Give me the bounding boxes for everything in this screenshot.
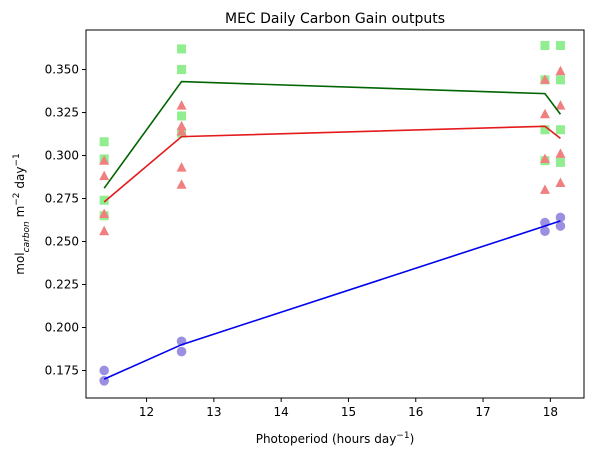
data-point-triangle — [555, 177, 566, 188]
series-line-1 — [103, 125, 561, 203]
data-point-square — [177, 44, 187, 54]
data-point-square — [540, 40, 550, 50]
series-layer — [99, 40, 566, 386]
y-tick-label: 0.225 — [45, 278, 79, 292]
data-point-circle — [99, 365, 109, 376]
data-point-triangle — [176, 179, 187, 189]
chart-title: MEC Daily Carbon Gain outputs — [225, 11, 445, 27]
data-point-triangle — [99, 225, 110, 236]
data-point-circle — [555, 221, 566, 231]
x-tick-label: 14 — [274, 405, 289, 419]
y-tick-label: 0.175 — [45, 363, 79, 377]
data-point-triangle — [99, 155, 110, 165]
x-axis: 12 13 14 15 16 17 18 — [139, 398, 558, 419]
data-point-circle — [176, 346, 187, 357]
series-line-0 — [103, 80, 562, 189]
y-tick-label: 0.275 — [45, 192, 79, 206]
data-point-triangle — [176, 100, 187, 110]
series-line-2 — [103, 220, 561, 380]
y-tick-label: 0.325 — [45, 106, 79, 120]
data-point-square — [540, 125, 550, 135]
data-point-circle — [555, 212, 566, 223]
x-tick-label: 18 — [543, 405, 558, 419]
x-tick-label: 12 — [139, 405, 154, 419]
data-point-triangle — [539, 108, 550, 119]
y-tick-label: 0.350 — [45, 63, 79, 77]
data-point-triangle — [539, 184, 550, 194]
x-tick-label: 13 — [206, 405, 221, 419]
data-point-triangle — [539, 153, 550, 163]
data-point-square — [555, 125, 565, 135]
plot-frame — [85, 29, 585, 399]
x-tick-label: 15 — [341, 405, 356, 419]
data-point-square — [555, 75, 565, 85]
data-point-square — [177, 65, 187, 75]
data-point-triangle — [555, 65, 566, 76]
data-point-square — [99, 137, 109, 147]
y-tick-label: 0.250 — [45, 235, 79, 249]
x-tick-label: 16 — [408, 405, 423, 419]
data-point-square — [555, 40, 565, 50]
data-point-triangle — [539, 74, 550, 84]
data-point-triangle — [176, 120, 187, 131]
y-axis: 0.175 0.200 0.225 0.250 0.275 0.300 0.325 0.350 — [45, 63, 86, 377]
data-point-triangle — [176, 125, 187, 136]
y-axis-title: molcarbon m−2 day−1 — [12, 153, 32, 274]
data-point-circle — [540, 226, 550, 236]
data-point-triangle — [555, 100, 566, 110]
data-point-square — [555, 157, 565, 167]
data-point-triangle — [99, 208, 110, 218]
data-point-triangle — [176, 162, 187, 172]
data-point-triangle — [555, 148, 566, 158]
data-point-square — [99, 195, 109, 205]
data-point-triangle — [99, 170, 110, 181]
data-point-square — [177, 111, 187, 121]
y-tick-label: 0.200 — [45, 320, 79, 334]
x-tick-label: 17 — [475, 405, 490, 419]
x-axis-title: Photoperiod (hours day−1) — [256, 431, 415, 446]
y-tick-label: 0.300 — [45, 149, 79, 163]
